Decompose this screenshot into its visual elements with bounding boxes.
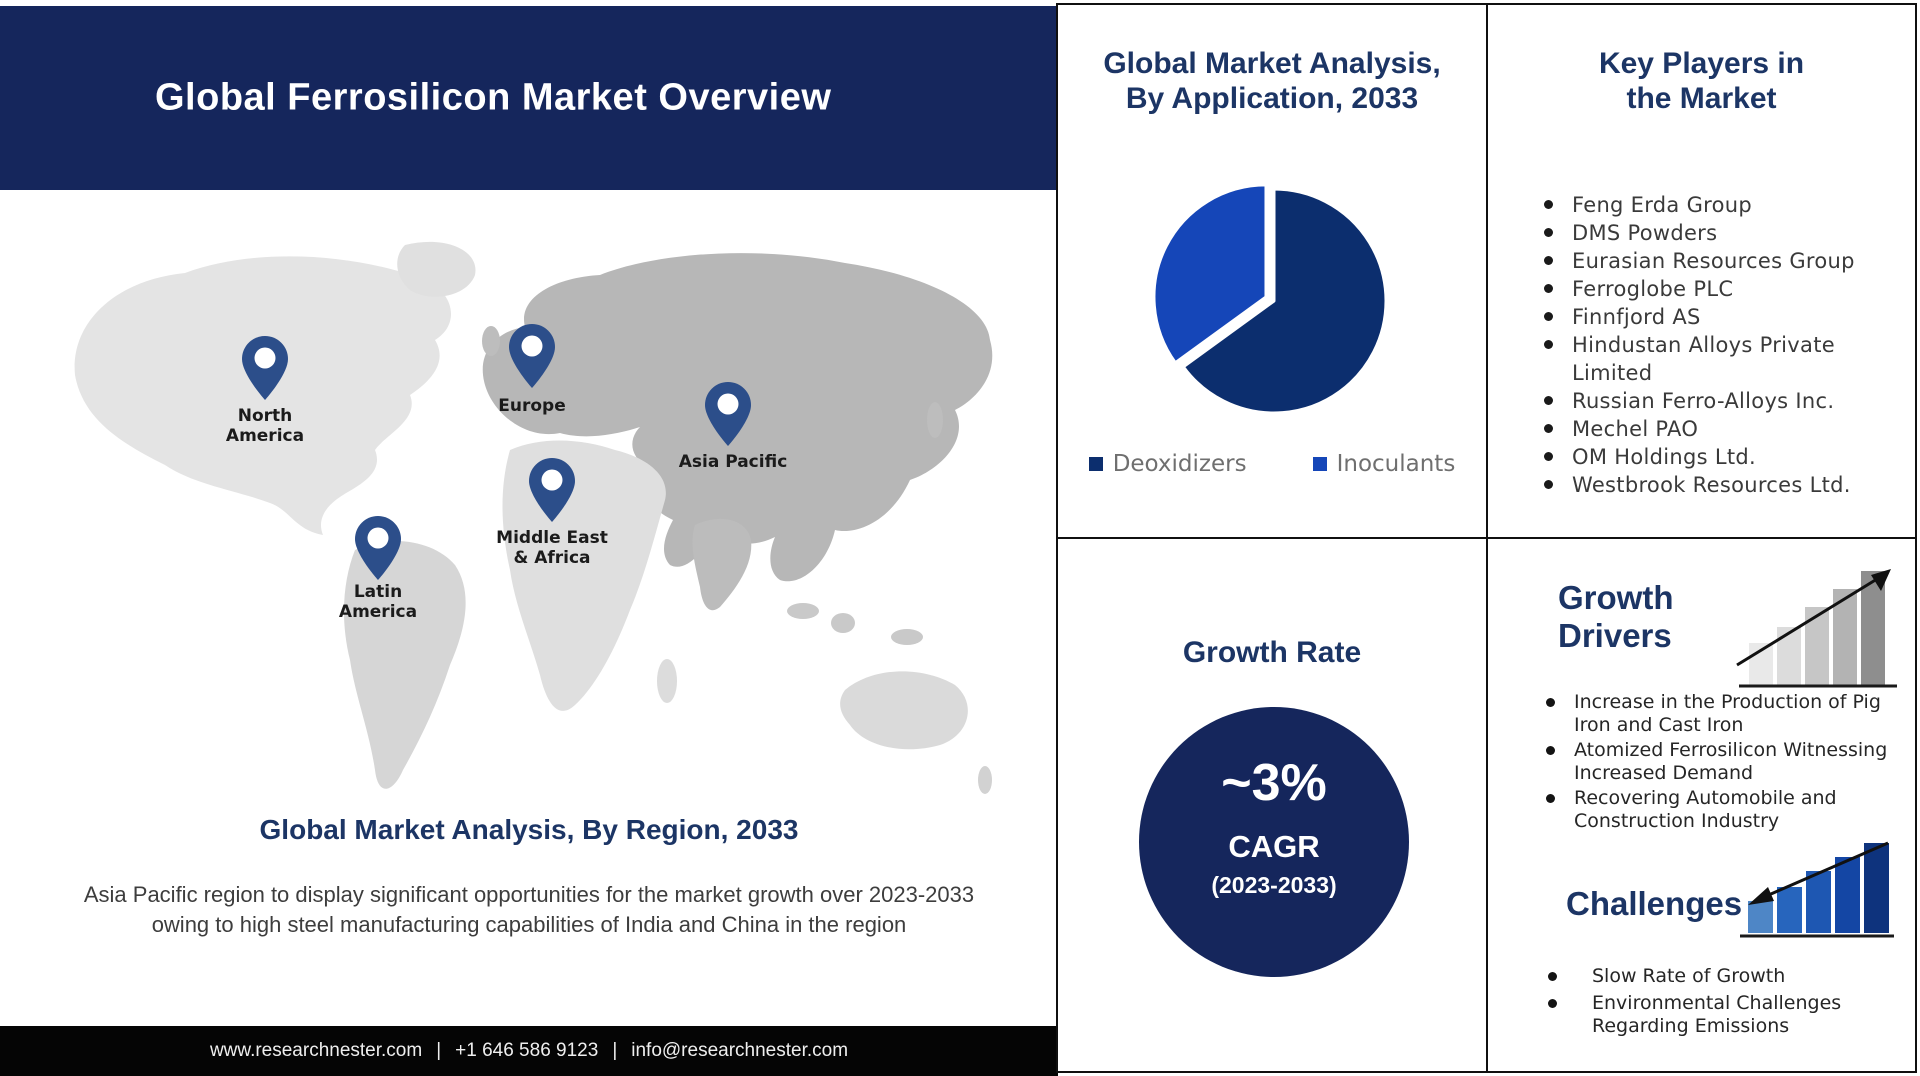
continent-south-america bbox=[343, 540, 466, 789]
island-new-zealand bbox=[978, 766, 992, 794]
growth-rate-title: Growth Rate bbox=[1182, 636, 1362, 669]
legend-swatch-deoxidizers bbox=[1088, 457, 1103, 471]
list-item: Hindustan Alloys Private Limited bbox=[1540, 331, 1892, 387]
list-item: Feng Erda Group bbox=[1540, 191, 1892, 219]
pie-slice-inoculants bbox=[1152, 183, 1268, 365]
pie-slice-deoxidizers bbox=[1181, 187, 1388, 415]
application-panel-title-line1: Global Market Analysis, bbox=[1103, 47, 1441, 80]
application-panel-title-line2: By Application, 2033 bbox=[1125, 81, 1419, 115]
map-label-europe: Europe bbox=[498, 396, 566, 416]
growth-rate-value: ~3% bbox=[1221, 754, 1327, 812]
map-label-latin-america: Latin America bbox=[338, 582, 418, 623]
growth-rate-period: (2023-2033) bbox=[1211, 872, 1337, 898]
island-papua bbox=[891, 629, 923, 645]
panel-key-players: Key Players in the Market Feng Erda Grou… bbox=[1486, 3, 1917, 539]
map-pin-icon bbox=[355, 516, 401, 580]
map-pin-icon bbox=[242, 336, 288, 400]
growth-drivers-title: Growth Drivers bbox=[1558, 579, 1673, 654]
continent-africa bbox=[502, 440, 666, 711]
list-item: Slow Rate of Growth bbox=[1544, 965, 1889, 988]
growth-drivers-title-line2: Drivers bbox=[1558, 616, 1672, 654]
region-india bbox=[692, 518, 752, 611]
map-pin-icon bbox=[509, 324, 555, 388]
application-panel-title: Global Market Analysis, By Application, … bbox=[1058, 47, 1486, 117]
map-pin-icon bbox=[705, 382, 751, 446]
list-item: Ferroglobe PLC bbox=[1540, 275, 1892, 303]
list-item: Mechel PAO bbox=[1540, 415, 1892, 443]
legend-label-inoculants: Inoculants bbox=[1336, 451, 1456, 477]
continent-greenland bbox=[397, 241, 476, 297]
panel-growth-drivers: Growth Drivers Increase in the Productio… bbox=[1486, 537, 1917, 1073]
growth-rate-circle: ~3% CAGR (2023-2033) bbox=[1139, 707, 1409, 977]
region-description: Asia Pacific region to display significa… bbox=[83, 882, 975, 938]
list-item: Finnfjord AS bbox=[1540, 303, 1892, 331]
panel-growth-rate: Growth Rate ~3% CAGR (2023-2033) bbox=[1056, 537, 1488, 1073]
growth-bars-icon bbox=[1736, 569, 1897, 688]
map-label-middle-east-africa: Middle East & Africa bbox=[496, 528, 608, 569]
legend-swatch-inoculants bbox=[1312, 457, 1327, 471]
map-pin-icon bbox=[529, 458, 575, 522]
world-map bbox=[74, 241, 993, 794]
legend-item-inoculants: Inoculants bbox=[1312, 451, 1456, 477]
list-item: Recovering Automobile and Construction I… bbox=[1544, 787, 1899, 833]
list-item: Russian Ferro-Alloys Inc. bbox=[1540, 387, 1892, 415]
list-item: Environmental Challenges Regarding Emiss… bbox=[1544, 992, 1889, 1038]
footer-bar: www.researchnester.com | +1 646 586 9123… bbox=[0, 1026, 1058, 1076]
list-item: Increase in the Production of Pig Iron a… bbox=[1544, 691, 1899, 737]
continent-australia bbox=[840, 671, 968, 750]
island-sumatra bbox=[787, 603, 819, 619]
list-item: Eurasian Resources Group bbox=[1540, 247, 1892, 275]
footer-phone: +1 646 586 9123 bbox=[455, 1040, 599, 1061]
footer-email: info@researchnester.com bbox=[631, 1040, 849, 1061]
key-players-title-line1: Key Players in bbox=[1598, 47, 1805, 80]
header-band: Global Ferrosilicon Market Overview bbox=[0, 6, 1058, 190]
map-label-asia-pacific: Asia Pacific bbox=[678, 452, 788, 472]
key-players-list: Feng Erda Group DMS Powders Eurasian Resou… bbox=[1540, 191, 1892, 499]
island-madagascar bbox=[657, 659, 677, 703]
list-item: Atomized Ferrosilicon Witnessing Increas… bbox=[1544, 739, 1899, 785]
challenges-bars-icon bbox=[1740, 841, 1894, 938]
page-title: Global Ferrosilicon Market Overview bbox=[155, 76, 832, 119]
island-borneo bbox=[831, 613, 855, 633]
island-japan bbox=[927, 402, 943, 438]
challenges-title: Challenges bbox=[1566, 885, 1743, 922]
footer-divider: | bbox=[612, 1040, 618, 1061]
growth-drivers-title-line1: Growth bbox=[1558, 579, 1674, 616]
growth-drivers-list: Increase in the Production of Pig Iron a… bbox=[1544, 691, 1899, 835]
region-caption: Global Market Analysis, By Region, 2033 bbox=[259, 814, 799, 845]
challenges-list: Slow Rate of Growth Environmental Challen… bbox=[1544, 965, 1889, 1042]
footer-divider: | bbox=[436, 1040, 442, 1061]
list-item: OM Holdings Ltd. bbox=[1540, 443, 1892, 471]
island-uk bbox=[482, 326, 500, 356]
footer-website: www.researchnester.com bbox=[209, 1040, 423, 1061]
growth-rate-metric: CAGR bbox=[1228, 829, 1320, 864]
list-item: Westbrook Resources Ltd. bbox=[1540, 471, 1892, 499]
legend-item-deoxidizers: Deoxidizers bbox=[1088, 451, 1247, 477]
pie-chart-wrap bbox=[1136, 163, 1412, 444]
panel-application-analysis: Global Market Analysis, By Application, … bbox=[1056, 3, 1488, 539]
application-pie-chart bbox=[1152, 183, 1388, 415]
map-label-north-america: North America bbox=[225, 406, 305, 447]
legend-label-deoxidizers: Deoxidizers bbox=[1112, 451, 1247, 477]
key-players-title: Key Players in the Market bbox=[1488, 47, 1915, 117]
key-players-title-line2: the Market bbox=[1626, 81, 1777, 115]
pie-legend: Deoxidizers Inoculants bbox=[1058, 451, 1486, 477]
list-item: DMS Powders bbox=[1540, 219, 1892, 247]
